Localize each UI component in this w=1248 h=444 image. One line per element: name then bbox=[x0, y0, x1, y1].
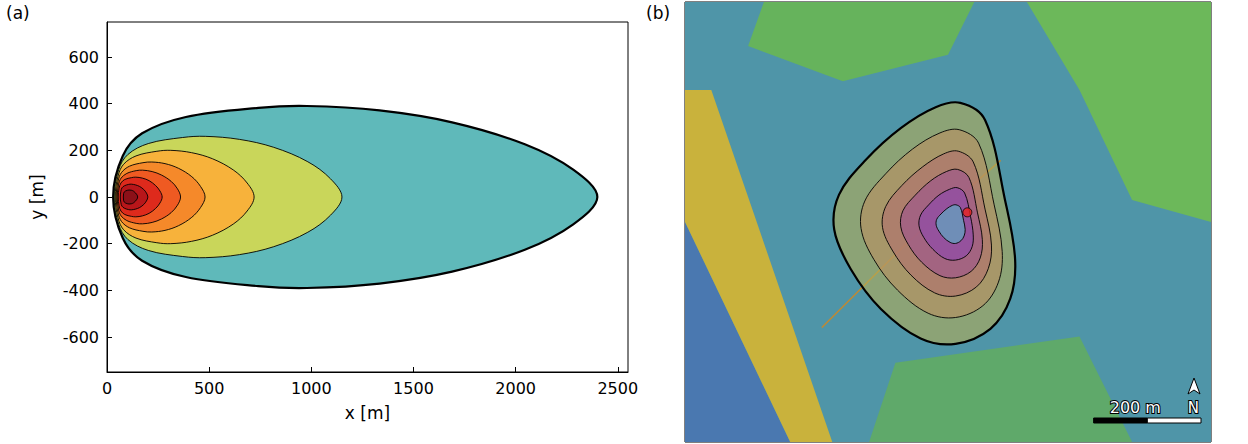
svg-text:-600: -600 bbox=[63, 328, 99, 347]
svg-text:500: 500 bbox=[194, 379, 225, 398]
svg-text:1500: 1500 bbox=[393, 379, 434, 398]
svg-text:(b): (b) bbox=[646, 3, 670, 23]
svg-text:0: 0 bbox=[89, 188, 99, 207]
svg-text:2000: 2000 bbox=[495, 379, 536, 398]
svg-text:-400: -400 bbox=[63, 281, 99, 300]
svg-text:0: 0 bbox=[102, 379, 112, 398]
svg-text:200 m: 200 m bbox=[1110, 398, 1161, 417]
svg-text:-200: -200 bbox=[63, 234, 99, 253]
svg-text:600: 600 bbox=[68, 48, 99, 67]
svg-text:N: N bbox=[1188, 399, 1199, 417]
svg-text:400: 400 bbox=[68, 94, 99, 113]
svg-text:200: 200 bbox=[68, 141, 99, 160]
svg-text:2500: 2500 bbox=[597, 379, 638, 398]
svg-text:(a): (a) bbox=[6, 3, 30, 23]
svg-text:1000: 1000 bbox=[291, 379, 332, 398]
svg-text:x [m]: x [m] bbox=[345, 403, 390, 423]
svg-text:y [m]: y [m] bbox=[27, 174, 47, 219]
